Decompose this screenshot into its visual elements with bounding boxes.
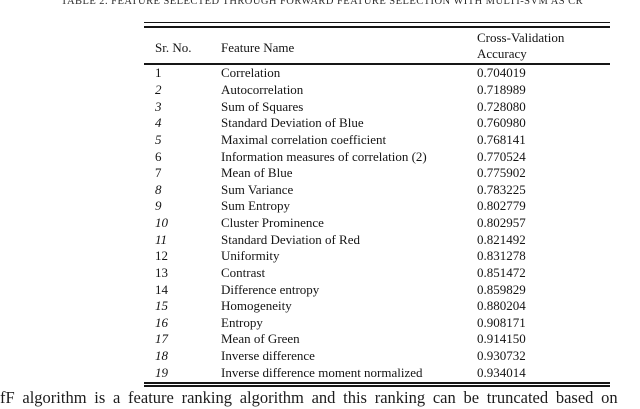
cell-feature-name: Inverse difference [221,348,315,364]
cell-feature-name: Contrast [221,264,266,280]
table-row: 8 Sum Variance 0.783225 [0,182,640,199]
cell-feature-name: Standard Deviation of Red [221,231,360,247]
cell-sr-no: 16 [155,314,168,330]
cell-accuracy: 0.760980 [477,115,526,131]
cell-sr-no: 7 [155,165,162,181]
cell-accuracy: 0.783225 [477,181,526,197]
cell-feature-name: Cluster Prominence [221,215,324,231]
table-row: 17 Mean of Green 0.914150 [0,331,640,348]
cell-feature-name: Maximal correlation coefficient [221,131,387,147]
cell-accuracy: 0.831278 [477,248,526,264]
table-top-rule-thin [144,22,610,24]
table-row: 13 Contrast 0.851472 [0,265,640,282]
cell-feature-name: Sum Entropy [221,198,290,214]
table-row: 15 Homogeneity 0.880204 [0,298,640,315]
cell-sr-no: 10 [155,215,168,231]
cell-feature-name: Uniformity [221,248,280,264]
cell-sr-no: 19 [155,364,168,380]
cell-accuracy: 0.704019 [477,65,526,81]
table-bottom-rule-1 [144,382,610,384]
cell-sr-no: 5 [155,131,162,147]
column-header-feature-name: Feature Name [221,40,295,55]
table-row: 12 Uniformity 0.831278 [0,248,640,265]
cell-feature-name: Autocorrelation [221,82,304,98]
cell-sr-no: 4 [155,115,162,131]
cell-accuracy: 0.770524 [477,148,526,164]
table-row: 11 Standard Deviation of Red 0.821492 [0,232,640,249]
cell-feature-name: Mean of Blue [221,165,293,181]
cell-accuracy: 0.802957 [477,215,526,231]
cell-feature-name: Difference entropy [221,281,320,297]
cell-feature-name: Information measures of correlation (2) [221,148,427,164]
cell-feature-name: Mean of Green [221,331,300,347]
column-header-sr-no: Sr. No. [155,40,192,55]
table-row: 18 Inverse difference 0.930732 [0,348,640,365]
cell-accuracy: 0.930732 [477,348,526,364]
cell-accuracy: 0.768141 [477,131,526,147]
table-row: 19 Inverse difference moment normalized 0.… [0,365,640,382]
cell-accuracy: 0.821492 [477,231,526,247]
cell-sr-no: 11 [155,231,168,247]
cell-feature-name: Sum Variance [221,181,294,197]
table-bottom-rule-2 [144,385,610,387]
cell-sr-no: 15 [155,298,168,314]
cell-accuracy: 0.880204 [477,298,526,314]
body-text: fF algorithm is a feature ranking algori… [0,388,618,407]
table-row: 16 Entropy 0.908171 [0,315,640,332]
cell-sr-no: 8 [155,181,162,197]
cell-sr-no: 14 [155,281,168,297]
table-caption: TABLE 2. FEATURE SELECTED THROUGH FORWAR… [61,0,584,7]
cell-accuracy: 0.908171 [477,314,526,330]
cell-accuracy: 0.914150 [477,331,526,347]
cell-sr-no: 12 [155,248,168,264]
table-row: 9 Sum Entropy 0.802779 [0,198,640,215]
cell-accuracy: 0.728080 [477,98,526,114]
cell-sr-no: 1 [155,65,162,81]
cell-accuracy: 0.718989 [477,82,526,98]
table-header-separator-rule [144,62,610,65]
table-row: 4 Standard Deviation of Blue 0.760980 [0,115,640,132]
table-row: 1 Correlation 0.704019 [0,65,640,82]
cell-sr-no: 6 [155,148,162,164]
cell-feature-name: Homogeneity [221,298,292,314]
cell-feature-name: Standard Deviation of Blue [221,115,364,131]
column-header-accuracy-line2: Accuracy [477,45,527,61]
cell-accuracy: 0.775902 [477,165,526,181]
cell-accuracy: 0.934014 [477,364,526,380]
table-row: 7 Mean of Blue 0.775902 [0,165,640,182]
cell-sr-no: 3 [155,98,162,114]
table-row: 2 Autocorrelation 0.718989 [0,82,640,99]
cell-sr-no: 9 [155,198,162,214]
cell-feature-name: Entropy [221,314,263,330]
cell-accuracy: 0.851472 [477,264,526,280]
column-header-accuracy: Cross-Validation Accuracy [477,30,564,62]
table-body: 1 Correlation 0.704019 2 Autocorrelation 0.71… [0,65,640,381]
cell-accuracy: 0.802779 [477,198,526,214]
table-row: 6 Information measures of correlation (2)… [0,149,640,166]
table-row: 5 Maximal correlation coefficient 0.768141 [0,132,640,149]
cell-sr-no: 18 [155,348,168,364]
cell-sr-no: 13 [155,264,168,280]
column-header-accuracy-line1: Cross-Validation [477,30,565,45]
table-top-rule-thick [144,25,610,28]
cell-sr-no: 2 [155,82,162,98]
cell-accuracy: 0.859829 [477,281,526,297]
table-row: 14 Difference entropy 0.859829 [0,282,640,299]
table-row: 10 Cluster Prominence 0.802957 [0,215,640,232]
cell-sr-no: 17 [155,331,168,347]
cell-feature-name: Sum of Squares [221,98,304,114]
cell-feature-name: Inverse difference moment normalized [221,364,423,380]
table-row: 3 Sum of Squares 0.728080 [0,99,640,116]
cell-feature-name: Correlation [221,65,281,81]
